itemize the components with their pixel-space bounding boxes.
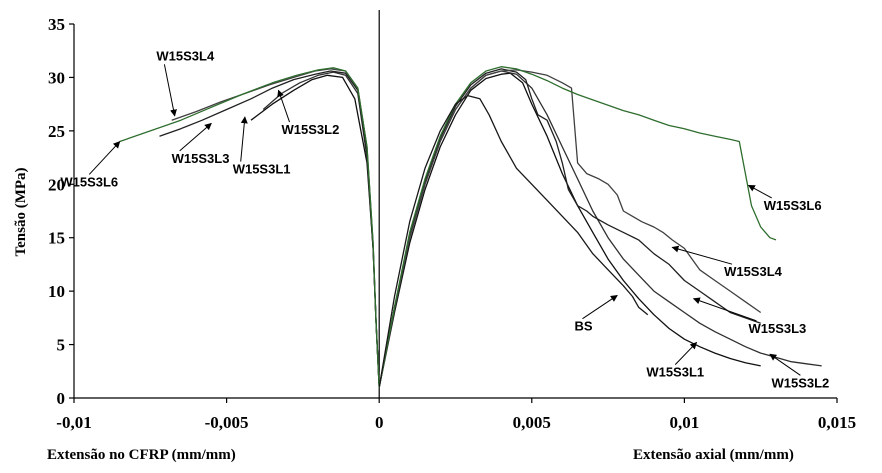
annotation-label: W15S3L3 (172, 151, 230, 166)
annotation-label: BS (575, 319, 593, 334)
x-tick-label: 0 (375, 413, 384, 432)
annotation-arrow (582, 295, 618, 320)
annotation-arrow (674, 341, 698, 365)
series-line-w15s3l6 (119, 66, 777, 388)
annotation-label: W15S3L1 (233, 162, 291, 177)
series-line-w15s3l2 (262, 70, 822, 388)
y-tick-label: 0 (57, 389, 66, 408)
annotation-arrow (88, 141, 121, 175)
annotation-arrow (179, 122, 212, 152)
y-tick-label: 30 (48, 68, 65, 87)
x-tick-label: 0,01 (670, 413, 700, 432)
series-group (119, 66, 822, 388)
annotation-arrow (671, 245, 733, 265)
annotation-arrow (277, 89, 291, 123)
annotation-arrow (240, 116, 248, 162)
y-tick-label: 35 (48, 15, 65, 34)
axis-label-group: Tensão (MPa) Extensão no CFRP (mm/mm) Ex… (13, 167, 794, 463)
annotation-label: W15S3L6 (764, 198, 822, 213)
y-tick-label: 20 (48, 175, 65, 194)
series-line-bs (378, 94, 649, 388)
x-tick-label: -0,005 (205, 413, 249, 432)
annotation-label: W15S3L2 (282, 122, 340, 137)
annotation-arrow (747, 184, 772, 199)
annotation-arrow (769, 353, 801, 376)
y-axis-label: Tensão (MPa) (13, 167, 29, 256)
annotation-label: W15S3L3 (748, 321, 806, 336)
annotation-label: W15S3L6 (60, 174, 118, 189)
y-tick-label: 5 (57, 336, 66, 355)
x-axis-label-left: Extensão no CFRP (mm/mm) (47, 447, 236, 463)
annotation-label: W15S3L4 (724, 264, 783, 279)
x-axis-label-right: Extensão axial (mm/mm) (633, 447, 794, 463)
series-line-w15s3l3 (159, 68, 761, 388)
annotation-arrow (692, 297, 757, 322)
y-tick-label: 15 (48, 229, 65, 248)
x-tick-label: 0,005 (513, 413, 551, 432)
x-tick-label: 0,015 (818, 413, 856, 432)
annotation-label: W15S3L4 (156, 48, 215, 63)
annotation-label: W15S3L2 (771, 375, 829, 390)
x-tick-label: -0,01 (56, 413, 91, 432)
y-tick-label: 10 (48, 282, 65, 301)
annotation-label: W15S3L1 (646, 365, 704, 380)
annotation-arrow (163, 64, 177, 117)
series-line-w15s3l1 (250, 72, 761, 388)
y-tick-label: 25 (48, 122, 65, 141)
axes: 0 5 10 15 20 25 30 35 -0,01 -0,005 0 0,005 0,01 0,015 (48, 10, 856, 432)
annotation-group: W15S3L4 W15S3L3 W15S3L6 W15S3L1 W15S3L2 W15S3… (60, 48, 829, 390)
series-line-w15s3l4 (171, 68, 762, 388)
